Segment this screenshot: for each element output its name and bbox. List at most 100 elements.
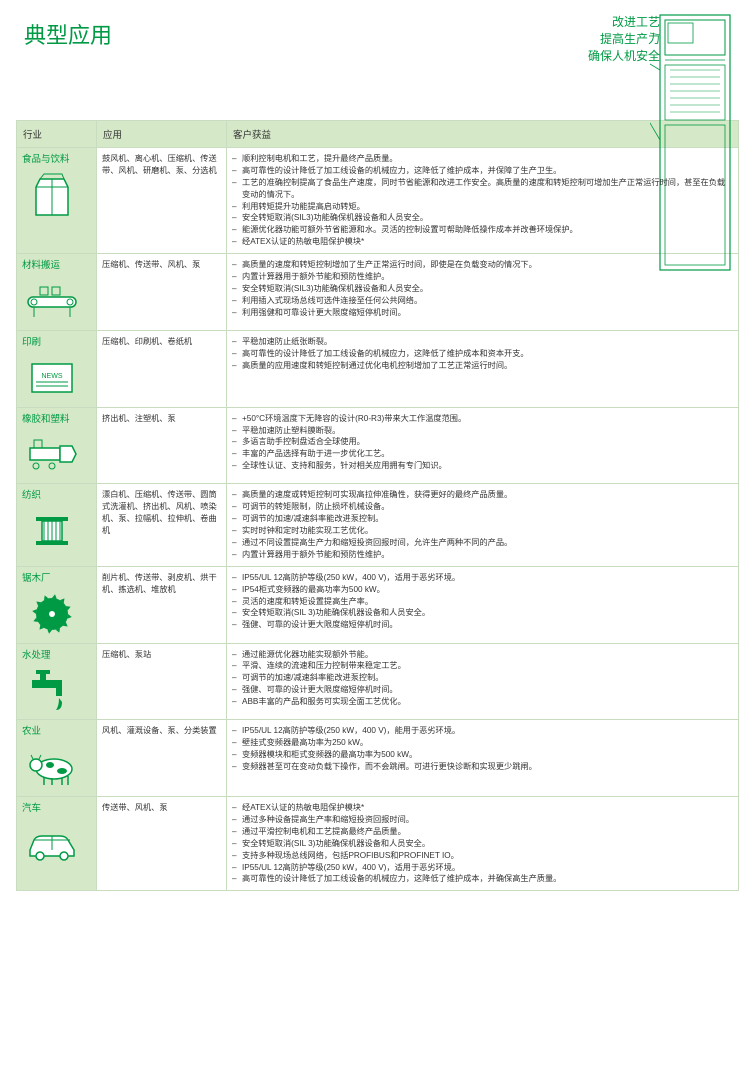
benefit-item: 灵活的速度和转矩设置提高生产率。 [232,596,733,608]
table-row: 锯木厂削片机、传送带、剥皮机、烘干机、拣选机、堆放机IP55/UL 12高防护等… [17,566,739,643]
benefit-item: 高可靠性的设计降低了加工线设备的机械应力，这降低了维护成本，并确保高生产质量。 [232,873,733,885]
industry-label: 材料搬运 [22,259,91,273]
benefit-item: 平稳加速防止塑料膜断裂。 [232,425,733,437]
benefit-item: 经ATEX认证的热敏电阻保护模块* [232,236,733,248]
benefit-item: 通过多种设备提高生产率和缩短投资回报时间。 [232,814,733,826]
applications-table: 行业 应用 客户获益 食品与饮料鼓风机、离心机、压缩机、传送带、风机、研磨机、泵… [16,120,739,891]
industry-cell: 纺织 [17,484,97,566]
benefit-item: 内置计算器用于额外节能和预防性维护。 [232,549,733,561]
col-header-industry: 行业 [17,121,97,148]
industry-cell: 水处理 [17,643,97,720]
benefit-item: 通过能源优化器功能实现额外节能。 [232,649,733,661]
benefit-item: 顺利控制电机和工艺，提升最终产品质量。 [232,153,733,165]
benefit-item: 安全转矩取消(SIL 3)功能确保机器设备和人员安全。 [232,838,733,850]
industry-cell: 材料搬运 [17,254,97,331]
benefit-item: 高质量的应用速度和转矩控制通过优化电机控制增加了工艺正常运行时间。 [232,360,733,372]
benefit-item: 通过平滑控制电机和工艺提高最终产品质量。 [232,826,733,838]
table-row: 纺织漂白机、压缩机、传送带、圆筒式洗灌机、挤出机、风机、喷染机、泵、拉幅机、拉伸… [17,484,739,566]
benefit-item: 能源优化器功能可额外节省能源和水。灵活的控制设置可帮助降低操作成本并改善环境保护… [232,224,733,236]
benefit-item: ABB丰富的产品和服务可实现全面工艺优化。 [232,696,733,708]
benefit-item: 高可靠性的设计降低了加工线设备的机械应力，这降低了维护成本和资本开支。 [232,348,733,360]
benefit-item: 强健、可靠的设计更大限度缩短停机时间。 [232,684,733,696]
faucet-icon [22,666,82,714]
application-cell: 压缩机、印刷机、卷纸机 [97,330,227,407]
table-row: 食品与饮料鼓风机、离心机、压缩机、传送带、风机、研磨机、泵、分选机顺利控制电机和… [17,148,739,254]
application-cell: 挤出机、注塑机、泵 [97,407,227,484]
benefit-item: IP55/UL 12高防护等级(250 kW，400 V)，能用于恶劣环境。 [232,725,733,737]
benefit-item: 实时时钟和定时功能实现工艺优化。 [232,525,733,537]
benefit-item: 经ATEX认证的热敏电阻保护模块* [232,802,733,814]
application-cell: 压缩机、传送带、风机、泵 [97,254,227,331]
benefit-item: 平滑、连续的流速和压力控制带来稳定工艺。 [232,660,733,672]
benefit-item: IP55/UL 12高防护等级(250 kW，400 V)，适用于恶劣环境。 [232,572,733,584]
benefit-cell: IP55/UL 12高防护等级(250 kW，400 V)，能用于恶劣环境。壁挂… [227,720,739,797]
table-row: 农业风机、灌溉设备、泵、分类装置IP55/UL 12高防护等级(250 kW，4… [17,720,739,797]
benefit-item: 通过不同设置提高生产力和缩短投资回报时间，允许生产两种不同的产品。 [232,537,733,549]
benefit-cell: 顺利控制电机和工艺，提升最终产品质量。高可靠性的设计降低了加工线设备的机械应力，… [227,148,739,254]
table-row: 水处理压缩机、泵站通过能源优化器功能实现额外节能。平滑、连续的流速和压力控制带来… [17,643,739,720]
benefit-item: 安全转矩取消(SIL3)功能确保机器设备和人员安全。 [232,283,733,295]
application-cell: 压缩机、泵站 [97,643,227,720]
benefit-item: +50°C环境温度下无降容的设计(R0-R3)带来大工作温度范围。 [232,413,733,425]
benefit-item: 强健、可靠的设计更大限度缩短停机时间。 [232,619,733,631]
industry-cell: 橡胶和塑料 [17,407,97,484]
benefit-item: 利用插入式现场总线可选件连接至任何公共网络。 [232,295,733,307]
benefit-item: IP54柜式变频器的最高功率为500 kW。 [232,584,733,596]
spool-icon [22,507,82,555]
application-cell: 传送带、风机、泵 [97,797,227,891]
benefit-item: 高质量的速度或转矩控制可实现高拉伸准确性，获得更好的最终产品质量。 [232,489,733,501]
table-row: 材料搬运压缩机、传送带、风机、泵高质量的速度和转矩控制增加了生产正常运行时间，即… [17,254,739,331]
industry-label: 农业 [22,725,91,739]
benefit-item: 多语言助手控制盘适合全球使用。 [232,436,733,448]
benefit-cell: IP55/UL 12高防护等级(250 kW，400 V)，适用于恶劣环境。IP… [227,566,739,643]
benefit-cell: 平稳加速防止纸张断裂。高可靠性的设计降低了加工线设备的机械应力，这降低了维护成本… [227,330,739,407]
benefit-cell: 高质量的速度或转矩控制可实现高拉伸准确性，获得更好的最终产品质量。可调节的转矩限… [227,484,739,566]
benefit-item: 高质量的速度和转矩控制增加了生产正常运行时间，即使是在负载变动的情况下。 [232,259,733,271]
table-row: 汽车传送带、风机、泵经ATEX认证的热敏电阻保护模块*通过多种设备提高生产率和缩… [17,797,739,891]
industry-label: 水处理 [22,649,91,663]
extruder-icon [22,430,82,478]
benefit-item: 安全转矩取消(SIL3)功能确保机器设备和人员安全。 [232,212,733,224]
industry-label: 汽车 [22,802,91,816]
benefit-cell: 通过能源优化器功能实现额外节能。平滑、连续的流速和压力控制带来稳定工艺。可调节的… [227,643,739,720]
application-cell: 漂白机、压缩机、传送带、圆筒式洗灌机、挤出机、风机、喷染机、泵、拉幅机、拉伸机、… [97,484,227,566]
table-row: 橡胶和塑料挤出机、注塑机、泵+50°C环境温度下无降容的设计(R0-R3)带来大… [17,407,739,484]
industry-label: 纺织 [22,489,91,503]
benefit-item: 壁挂式变频器最高功率为250 kW。 [232,737,733,749]
benefit-cell: +50°C环境温度下无降容的设计(R0-R3)带来大工作温度范围。平稳加速防止塑… [227,407,739,484]
application-cell: 鼓风机、离心机、压缩机、传送带、风机、研磨机、泵、分选机 [97,148,227,254]
benefit-item: 安全转矩取消(SIL 3)功能确保机器设备和人员安全。 [232,607,733,619]
industry-cell: 印刷NEWS [17,330,97,407]
benefit-item: 平稳加速防止纸张断裂。 [232,336,733,348]
car-icon [22,820,82,868]
application-cell: 风机、灌溉设备、泵、分类装置 [97,720,227,797]
benefit-item: 工艺的准确控制提高了食品生产速度，同时节省能源和改进工作安全。高质量的速度和转矩… [232,177,733,201]
benefit-cell: 经ATEX认证的热敏电阻保护模块*通过多种设备提高生产率和缩短投资回报时间。通过… [227,797,739,891]
industry-cell: 农业 [17,720,97,797]
cow-icon [22,743,82,791]
benefit-item: 可调节的加速/减速斜率能改进泵控制。 [232,513,733,525]
benefit-cell: 高质量的速度和转矩控制增加了生产正常运行时间，即使是在负载变动的情况下。内置计算… [227,254,739,331]
industry-label: 锯木厂 [22,572,91,586]
sawblade-icon [22,590,82,638]
svg-text:NEWS: NEWS [42,373,63,380]
benefit-item: 变频器模块和柜式变频器的最高功率为500 kW。 [232,749,733,761]
conveyor-icon [22,277,82,325]
industry-cell: 食品与饮料 [17,148,97,254]
table-row: 印刷NEWS压缩机、印刷机、卷纸机平稳加速防止纸张断裂。高可靠性的设计降低了加工… [17,330,739,407]
benefit-item: 内置计算器用于额外节能和预防性维护。 [232,271,733,283]
benefit-item: 丰富的产品选择有助于进一步优化工艺。 [232,448,733,460]
application-cell: 削片机、传送带、剥皮机、烘干机、拣选机、堆放机 [97,566,227,643]
benefit-item: 支持多种现场总线网络，包括PROFIBUS和PROFINET IO。 [232,850,733,862]
benefit-item: 利用强健和可靠设计更大限度缩短停机时间。 [232,307,733,319]
carton-icon [22,171,82,219]
benefit-item: 可调节的加速/减速斜率能改进泵控制。 [232,672,733,684]
benefit-item: 可调节的转矩限制，防止损坏机械设备。 [232,501,733,513]
press-icon: NEWS [22,354,82,402]
benefit-item: 利用转矩提升功能提高启动转矩。 [232,201,733,213]
col-header-application: 应用 [97,121,227,148]
benefit-item: 高可靠性的设计降低了加工线设备的机械应力，这降低了维护成本，并保障了生产卫生。 [232,165,733,177]
benefit-item: 全球性认证、支持和服务，针对相关应用拥有专门知识。 [232,460,733,472]
benefit-item: IP55/UL 12高防护等级(250 kW，400 V)，适用于恶劣环境。 [232,862,733,874]
industry-cell: 锯木厂 [17,566,97,643]
